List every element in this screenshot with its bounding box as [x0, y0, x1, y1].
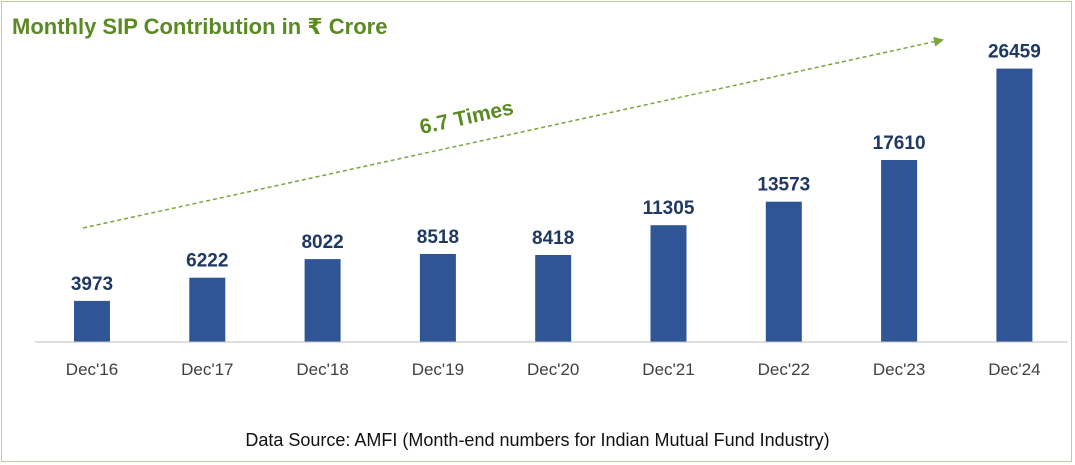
bar-dec18: [304, 259, 341, 342]
x-tick-label: Dec'20: [527, 360, 579, 379]
value-label: 8418: [532, 228, 574, 249]
x-tick-label: Dec'18: [296, 360, 348, 379]
x-tick-label: Dec'24: [988, 360, 1040, 379]
value-label: 8022: [301, 232, 343, 253]
bar-dec23: [881, 160, 918, 342]
bar-dec22: [765, 201, 802, 342]
x-tick-label: Dec'21: [642, 360, 694, 379]
bar-chart: 3973 Dec'16 6222 Dec'17 8022 Dec'18 8518 Dec'19…: [35, 36, 1068, 379]
bar-dec19: [419, 254, 456, 342]
x-tick-label: Dec'17: [181, 360, 233, 379]
value-label: 13573: [757, 175, 810, 196]
value-label: 26459: [988, 42, 1041, 63]
bars-group: [74, 68, 1033, 342]
data-source-note: Data Source: AMFI (Month-end numbers for…: [245, 430, 830, 450]
bar-dec24: [996, 68, 1033, 342]
value-label: 17610: [873, 133, 926, 154]
labels-group: 3973 Dec'16 6222 Dec'17 8022 Dec'18 8518 Dec'19…: [66, 42, 1041, 379]
bar-dec21: [650, 225, 687, 342]
growth-trend-arrow: [82, 36, 944, 229]
value-label: 11305: [643, 198, 695, 219]
value-label: 8518: [417, 227, 459, 248]
value-label: 3973: [71, 274, 113, 295]
x-tick-label: Dec'22: [758, 360, 810, 379]
x-tick-label: Dec'23: [873, 360, 925, 379]
value-label: 6222: [186, 251, 228, 272]
chart-title: Monthly SIP Contribution in ₹ Crore: [12, 14, 388, 39]
x-tick-label: Dec'16: [66, 360, 118, 379]
x-tick-label: Dec'19: [412, 360, 464, 379]
bar-dec17: [189, 277, 226, 342]
bar-dec20: [535, 255, 572, 342]
growth-annotation: 6.7 Times: [418, 96, 516, 139]
bar-dec16: [74, 300, 110, 342]
